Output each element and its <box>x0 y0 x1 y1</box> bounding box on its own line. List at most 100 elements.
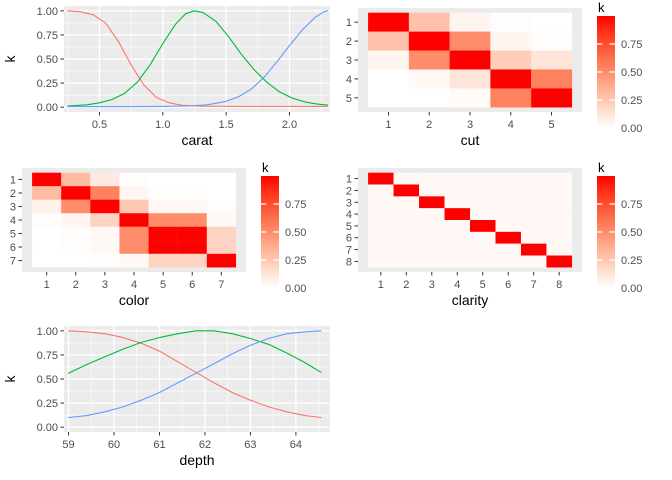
tile-r8-c3 <box>419 255 445 268</box>
series-cluster-1 <box>67 10 329 107</box>
tile-r5-c8 <box>546 220 573 232</box>
tile-r2-c4 <box>490 31 532 51</box>
x-axis-title: carat <box>181 132 212 148</box>
legend-tick-label: 0.75 <box>621 39 642 51</box>
tile-r3-c4 <box>119 199 149 214</box>
legend-tick-label: 0.50 <box>621 67 642 79</box>
chart-carat-svg: 0.5 1.0 1.5 2.0 0.00 0.25 0.50 0.75 1.00 carat k <box>2 6 330 148</box>
tile-r4-c2 <box>393 208 420 221</box>
tile-r3-c7 <box>520 196 547 209</box>
tile-r4-c4 <box>444 208 471 221</box>
tile-r5-c1 <box>368 220 394 232</box>
series-cluster-2 <box>67 330 322 374</box>
chart-clarity: 1 2 3 4 5 6 7 8 1 2 3 4 5 6 7 8 clarity k 0.00 0.25 0.50 0.75 <box>336 160 672 320</box>
tile-r5-c3 <box>449 88 491 108</box>
tile-r4-c4 <box>490 69 532 89</box>
tile-r2-c4 <box>444 184 471 197</box>
tile-r1-c1 <box>368 12 409 32</box>
chart-carat: 0.5 1.0 1.5 2.0 0.00 0.25 0.50 0.75 1.00 carat k <box>0 0 336 160</box>
legend-tick-label: 0.25 <box>285 255 306 267</box>
y-tick-label: 3 <box>10 201 16 213</box>
tile-r1-c1 <box>32 172 62 187</box>
y-axis-title: k <box>2 375 18 383</box>
tile-r8-c8 <box>546 255 573 268</box>
tile-r7-c3 <box>419 243 445 256</box>
tile-r5-c2 <box>393 220 420 232</box>
x-tick-label: 3 <box>467 119 473 131</box>
tile-r1-c8 <box>546 172 573 185</box>
x-tick-label: 7 <box>531 279 537 291</box>
tile-r1-c3 <box>419 172 445 185</box>
tile-r3-c3 <box>449 50 491 70</box>
x-tick-label: 3 <box>429 279 435 291</box>
tile-r1-c5 <box>470 172 496 185</box>
x-tick-label: 59 <box>62 439 74 451</box>
tile-r5-c4 <box>490 88 532 108</box>
tile-r6-c4 <box>444 231 471 244</box>
tile-r8-c7 <box>520 255 547 268</box>
tile-r6-c1 <box>32 240 62 254</box>
tile-r5-c5 <box>470 220 496 232</box>
tile-r7-c4 <box>444 243 471 256</box>
y-tick-label: 1 <box>10 174 16 186</box>
x-tick-label: 60 <box>108 439 120 451</box>
x-tick-label: 1 <box>378 279 384 291</box>
y-tick-label: 0.75 <box>37 350 58 362</box>
x-tick-label: 7 <box>218 279 224 291</box>
tile-r5-c6 <box>495 220 522 232</box>
y-tick-label: 5 <box>346 93 352 105</box>
tile-r7-c4 <box>119 253 149 268</box>
x-tick-label: 5 <box>548 119 554 131</box>
tile-r5-c5 <box>531 88 573 108</box>
legend-tick-label: 0.00 <box>621 283 642 295</box>
tile-r1-c5 <box>148 172 178 187</box>
x-tick-label: 61 <box>153 439 165 451</box>
y-tick-label: 8 <box>346 256 352 268</box>
tile-r5-c2 <box>61 226 91 241</box>
x-axis-title: depth <box>179 452 214 468</box>
heatmap-tiles <box>368 172 573 268</box>
tile-r7-c1 <box>32 253 62 268</box>
chart-color: 1 2 3 4 5 6 7 1 2 3 4 5 6 7 color k 0.00 0.25 0.50 0.75 <box>0 160 336 320</box>
y-tick-label: 2 <box>346 36 352 48</box>
y-tick-label: 1.00 <box>37 326 58 338</box>
y-tick-label: 1 <box>346 17 352 29</box>
x-tick-label: 1 <box>44 279 50 291</box>
tile-r7-c1 <box>368 243 394 256</box>
tile-r3-c5 <box>148 199 178 214</box>
tile-r5-c3 <box>90 226 120 241</box>
tile-r4-c5 <box>148 213 178 227</box>
legend-tick-label: 0.00 <box>621 123 642 135</box>
tile-r2-c6 <box>177 186 207 200</box>
tile-r6-c7 <box>520 231 547 244</box>
y-tick-label: 5 <box>346 221 352 233</box>
tile-r1-c1 <box>368 172 394 185</box>
chart-cut: 1 2 3 4 5 1 2 3 4 5 cut k 0.00 0.25 0.50 0.75 <box>336 0 672 160</box>
chart-depth: 59 60 61 62 63 64 0.00 0.25 0.50 0.75 1.00 depth k <box>0 320 336 480</box>
x-tick-label: 2 <box>73 279 79 291</box>
x-tick-label: 1.5 <box>218 119 233 131</box>
tile-r7-c7 <box>520 243 547 256</box>
tile-r5-c5 <box>148 226 178 241</box>
x-tick-label: 6 <box>505 279 511 291</box>
tile-r8-c6 <box>495 255 522 268</box>
tile-r7-c7 <box>206 253 237 268</box>
tile-r6-c5 <box>148 240 178 254</box>
tile-r4-c6 <box>177 213 207 227</box>
legend-tick-label: 0.25 <box>621 95 642 107</box>
tile-r3-c2 <box>408 50 450 70</box>
tile-r6-c2 <box>393 231 420 244</box>
tile-r3-c1 <box>368 196 394 209</box>
tile-r4-c3 <box>449 69 491 89</box>
tile-r1-c2 <box>393 172 420 185</box>
x-axis-title: color <box>119 292 150 308</box>
legend-tick-label: 0.75 <box>285 199 306 211</box>
legend-tick-label: 0.25 <box>621 255 642 267</box>
tile-r7-c8 <box>546 243 573 256</box>
tile-r7-c6 <box>177 253 207 268</box>
x-tick-label: 2 <box>426 119 432 131</box>
tile-r7-c6 <box>495 243 522 256</box>
legend-tick-label: 0.50 <box>285 227 306 239</box>
y-axis-title: k <box>2 55 18 63</box>
